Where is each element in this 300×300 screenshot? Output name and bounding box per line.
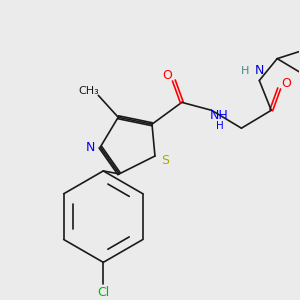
Text: O: O <box>281 77 291 90</box>
Text: Cl: Cl <box>97 286 110 299</box>
Text: S: S <box>161 154 169 167</box>
Text: CH₃: CH₃ <box>78 86 99 96</box>
Text: O: O <box>162 69 172 82</box>
Text: N: N <box>255 64 264 77</box>
Text: NH: NH <box>210 109 229 122</box>
Text: H: H <box>216 121 224 131</box>
Text: N: N <box>86 141 95 154</box>
Text: H: H <box>241 66 250 76</box>
